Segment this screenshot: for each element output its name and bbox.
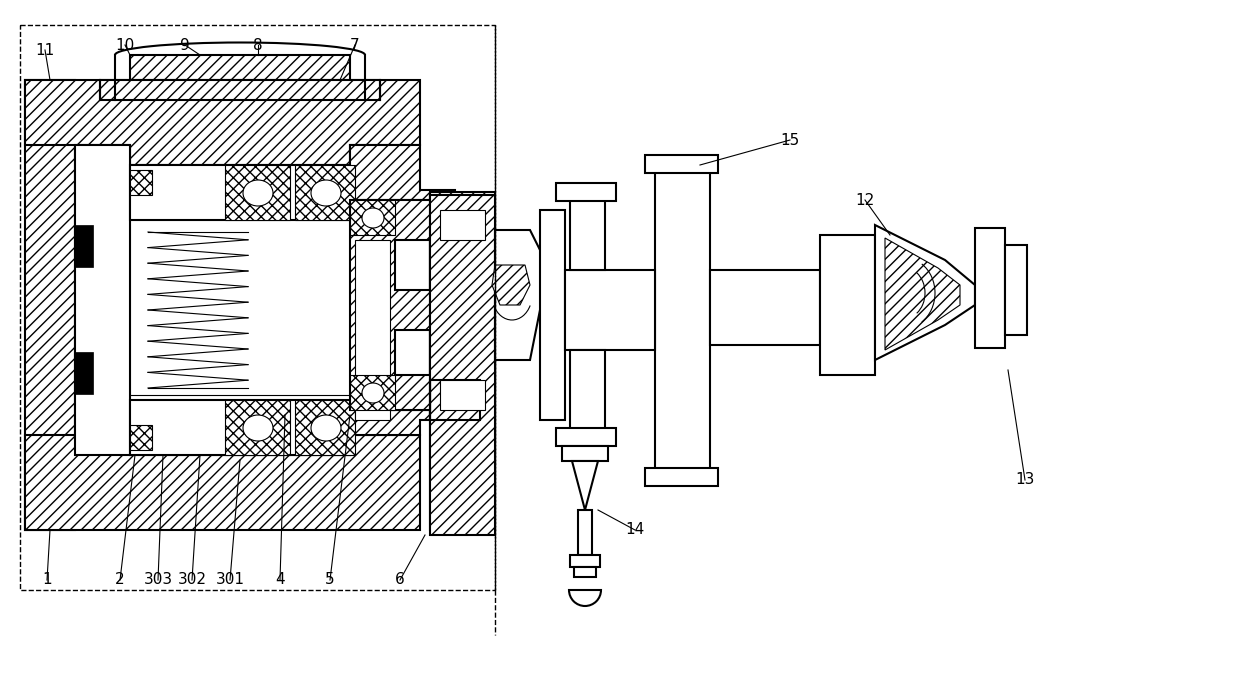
- Bar: [1004, 245, 1027, 335]
- Text: 1: 1: [42, 573, 52, 587]
- Ellipse shape: [362, 208, 384, 228]
- Bar: [440, 210, 485, 240]
- Bar: [74, 145, 130, 455]
- Bar: [570, 350, 605, 430]
- Bar: [355, 240, 391, 420]
- Polygon shape: [885, 238, 960, 350]
- Text: 12: 12: [856, 193, 874, 208]
- Text: 2: 2: [115, 573, 125, 587]
- Ellipse shape: [243, 415, 273, 441]
- Text: 14: 14: [625, 522, 645, 538]
- Bar: [820, 235, 875, 375]
- Bar: [556, 428, 616, 446]
- Text: 302: 302: [177, 573, 207, 587]
- Text: 11: 11: [36, 43, 55, 57]
- Bar: [565, 270, 655, 350]
- Text: 6: 6: [396, 573, 405, 587]
- Bar: [655, 165, 711, 475]
- Polygon shape: [25, 435, 420, 530]
- Text: 13: 13: [1016, 473, 1034, 488]
- Text: 301: 301: [216, 573, 244, 587]
- Ellipse shape: [311, 180, 341, 206]
- Polygon shape: [495, 230, 546, 360]
- Bar: [295, 165, 355, 220]
- Bar: [130, 220, 350, 395]
- Bar: [224, 400, 290, 455]
- Bar: [975, 228, 1004, 348]
- Bar: [130, 170, 153, 195]
- Ellipse shape: [362, 383, 384, 403]
- Text: 9: 9: [180, 37, 190, 52]
- Bar: [570, 555, 600, 567]
- Bar: [74, 352, 93, 394]
- Polygon shape: [130, 55, 350, 80]
- Polygon shape: [430, 195, 495, 420]
- Bar: [570, 190, 605, 270]
- Bar: [556, 183, 616, 201]
- Bar: [440, 380, 485, 410]
- Polygon shape: [572, 461, 598, 510]
- Bar: [574, 567, 596, 577]
- Bar: [130, 165, 350, 220]
- Text: 8: 8: [253, 37, 263, 52]
- Text: 5: 5: [325, 573, 335, 587]
- Text: 10: 10: [115, 37, 135, 52]
- Bar: [130, 400, 350, 455]
- Polygon shape: [430, 195, 495, 535]
- Polygon shape: [25, 80, 420, 165]
- Bar: [74, 225, 93, 267]
- Bar: [295, 400, 355, 455]
- Polygon shape: [539, 210, 565, 420]
- Text: 303: 303: [144, 573, 172, 587]
- Polygon shape: [492, 265, 529, 305]
- Polygon shape: [430, 192, 495, 530]
- Polygon shape: [100, 80, 379, 100]
- Polygon shape: [350, 145, 455, 435]
- Polygon shape: [25, 80, 74, 530]
- Bar: [350, 375, 396, 410]
- Ellipse shape: [243, 180, 273, 206]
- Text: 15: 15: [780, 132, 800, 148]
- Bar: [578, 510, 591, 555]
- Polygon shape: [875, 225, 975, 360]
- Text: 4: 4: [275, 573, 285, 587]
- Bar: [224, 165, 290, 220]
- Bar: [350, 200, 396, 235]
- Bar: [711, 270, 820, 345]
- Bar: [645, 155, 718, 173]
- Ellipse shape: [311, 415, 341, 441]
- Bar: [130, 425, 153, 450]
- Bar: [562, 446, 608, 461]
- Wedge shape: [569, 590, 601, 606]
- Text: 7: 7: [350, 37, 360, 52]
- Polygon shape: [350, 200, 430, 410]
- Bar: [645, 468, 718, 486]
